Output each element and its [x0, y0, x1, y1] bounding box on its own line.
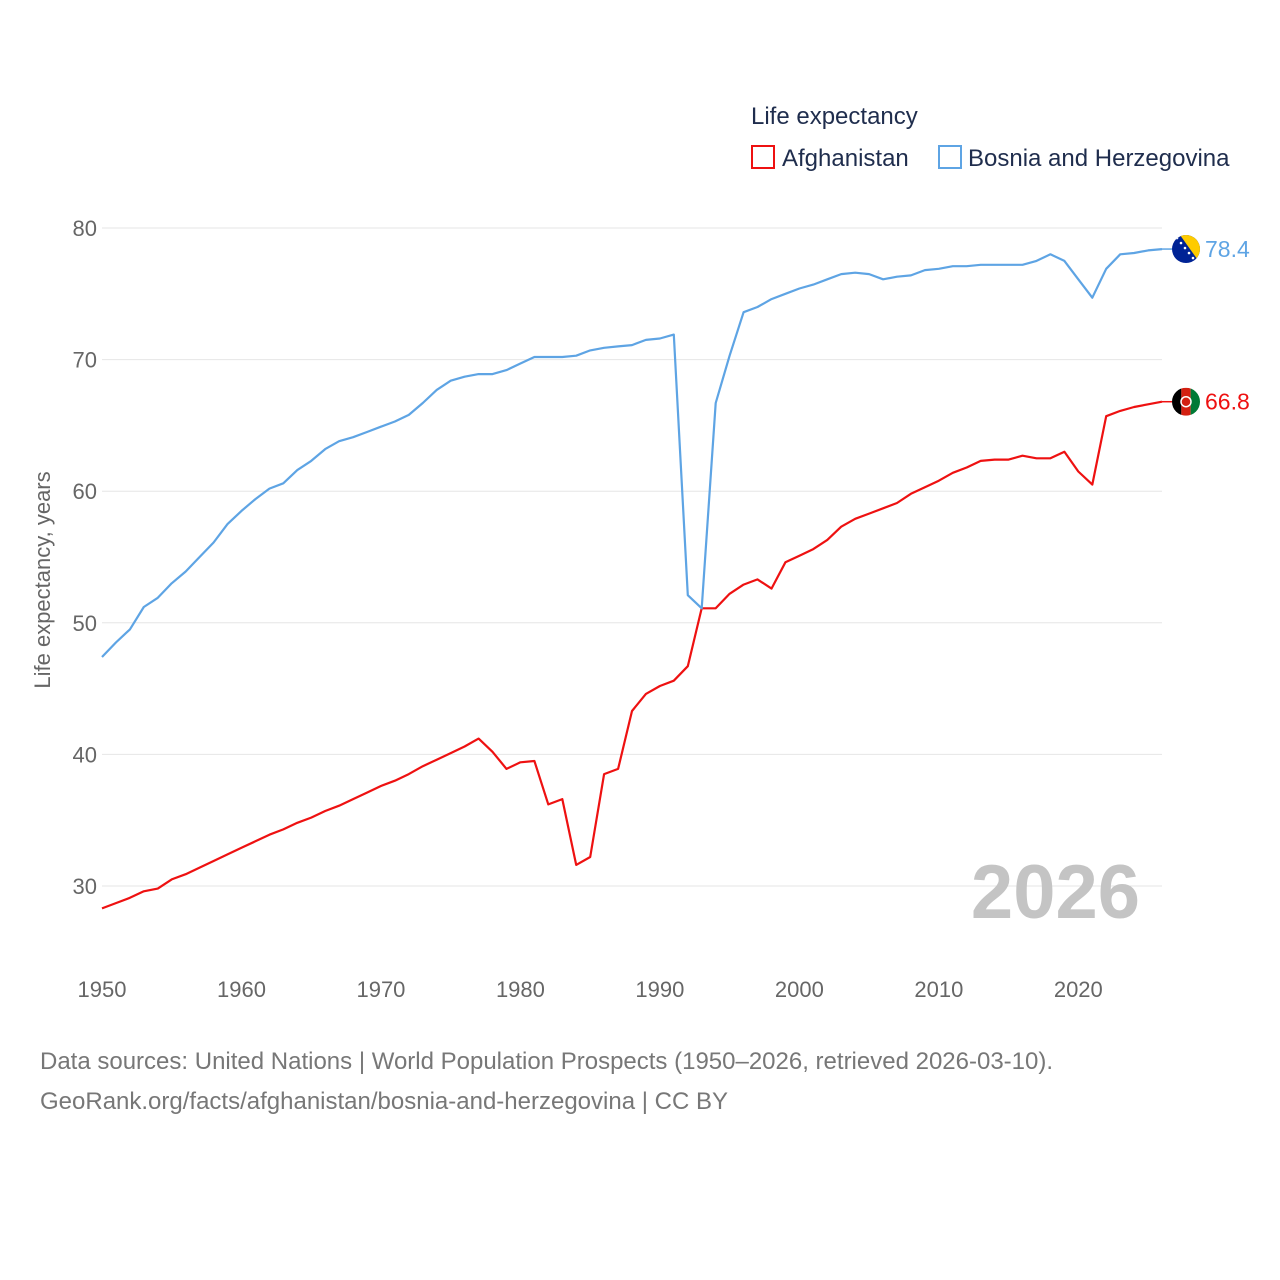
y-axis-label: Life expectancy, years	[30, 471, 55, 688]
legend-item-bosnia-and-herzegovina[interactable]: Bosnia and Herzegovina	[938, 145, 1230, 172]
end-label-afghanistan: 66.8	[1205, 389, 1250, 415]
source-note: Data sources: United Nations | World Pop…	[40, 1048, 1054, 1075]
series-line-afghanistan[interactable]	[101, 400, 1163, 910]
y-tick-70: 70	[73, 348, 97, 373]
x-tick-2000: 2000	[775, 977, 824, 1002]
y-tick-50: 50	[73, 611, 97, 636]
x-tick-1960: 1960	[217, 977, 266, 1002]
legend-swatch-bosnia-and-herzegovina	[938, 145, 962, 169]
legend-label-afghanistan: Afghanistan	[782, 145, 909, 172]
end-labels: 66.8 78.4	[1162, 235, 1250, 416]
legend-item-afghanistan[interactable]: Afghanistan	[751, 145, 909, 172]
x-tick-1970: 1970	[356, 977, 405, 1002]
y-axis-ticks: 30 40 50 60 70 80	[73, 216, 97, 899]
end-label-bosnia-and-herzegovina: 78.4	[1205, 236, 1250, 262]
y-tick-80: 80	[73, 216, 97, 241]
y-tick-60: 60	[73, 479, 97, 504]
x-tick-1990: 1990	[635, 977, 684, 1002]
bosnia-flag-icon	[1172, 235, 1200, 264]
x-tick-2010: 2010	[914, 977, 963, 1002]
attribution-link[interactable]: GeoRank.org/facts/afghanistan/bosnia-and…	[40, 1088, 728, 1115]
series-line-bosnia-and-herzegovina[interactable]	[101, 248, 1163, 658]
x-axis-ticks: 1950 1960 1970 1980 1990 2000 2010 2020	[78, 977, 1103, 1002]
y-tick-40: 40	[73, 742, 97, 767]
series-lines	[101, 248, 1163, 910]
legend-label-bosnia-and-herzegovina: Bosnia and Herzegovina	[968, 145, 1230, 172]
grid-lines	[102, 227, 1162, 887]
legend[interactable]: Life expectancy Afghanistan Bosnia and H…	[751, 103, 1230, 172]
footer: Data sources: United Nations | World Pop…	[40, 1042, 1053, 1122]
x-tick-2020: 2020	[1054, 977, 1103, 1002]
x-tick-1950: 1950	[78, 977, 127, 1002]
afghanistan-flag-icon	[1172, 387, 1200, 416]
legend-title: Life expectancy	[751, 103, 918, 130]
y-tick-30: 30	[73, 874, 97, 899]
legend-swatch-afghanistan	[751, 145, 775, 169]
year-marker: 2026	[971, 850, 1140, 935]
x-tick-1980: 1980	[496, 977, 545, 1002]
line-chart: 30 40 50 60 70 80 1950 1960 1970 1980 1990 2000 201…	[30, 103, 1250, 1002]
